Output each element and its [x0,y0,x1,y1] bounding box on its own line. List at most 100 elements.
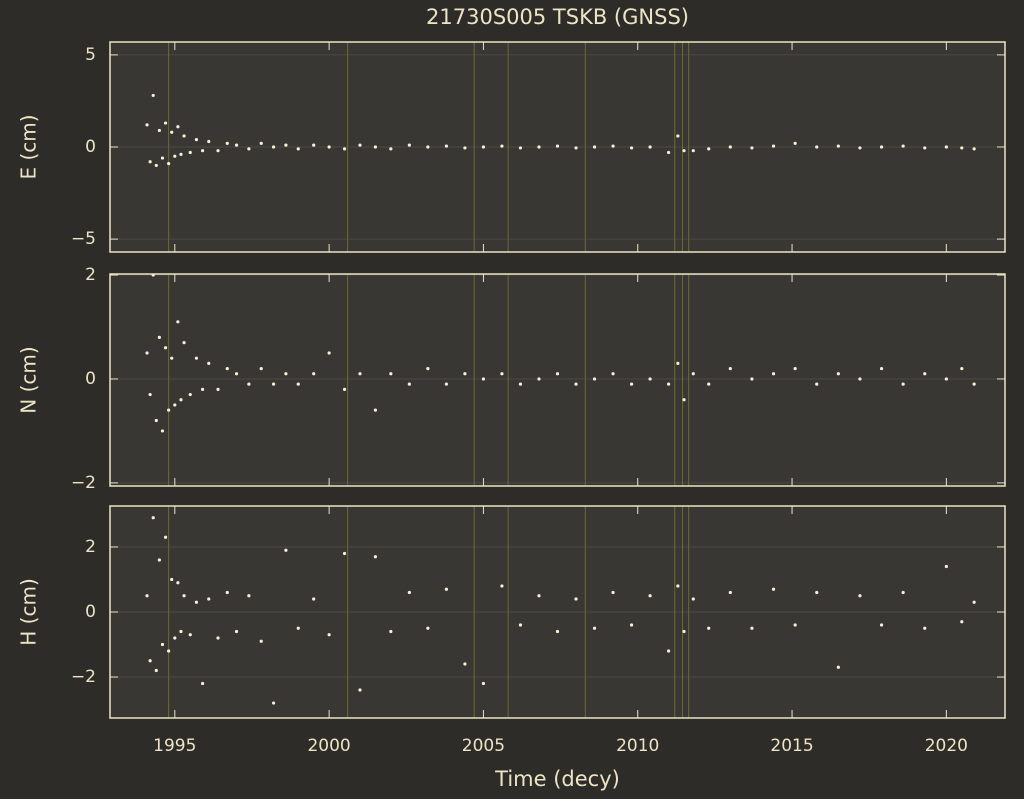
point [879,366,884,371]
point [358,372,362,376]
point [691,149,695,153]
point [707,382,711,386]
point [592,377,597,381]
point [342,551,347,556]
point [426,366,430,371]
point [667,150,671,155]
point [667,382,671,386]
point [148,392,152,397]
y-tick-label: 2 [85,265,96,285]
point [312,143,316,147]
point [194,356,199,360]
y-tick-label: −5 [71,229,96,249]
point [296,626,300,630]
point [611,144,615,148]
point [225,366,229,371]
y-tick-label: −2 [71,473,96,493]
point [194,138,199,142]
point [234,629,239,634]
point [216,387,220,391]
point [163,346,168,350]
point [327,351,331,355]
x-tick-label: 2015 [770,736,813,756]
x-tick-label: 2020 [925,736,968,756]
point [163,535,168,539]
frame [109,505,1006,719]
point [389,372,393,376]
point [518,382,523,386]
point [148,659,152,663]
point [176,320,180,324]
point [960,366,964,371]
point [676,134,680,138]
point [728,145,732,149]
point [312,372,316,376]
point [176,581,180,585]
chart-title: 21730S005 TSKB (GNSS) [426,5,689,29]
point [271,145,276,149]
point [173,154,177,158]
frame [109,41,1006,253]
point [500,584,504,588]
point [296,147,300,151]
point [691,372,695,376]
point [750,146,754,150]
y-tick-label: 5 [85,45,96,65]
point [157,335,161,339]
point [574,382,578,386]
y-tick-label: −2 [71,667,96,687]
point [407,143,411,147]
point [707,626,711,630]
point [145,594,149,598]
point [500,372,504,376]
point [259,639,263,643]
point [960,620,964,624]
x-axis-label: Time (decy) [494,767,620,791]
point [836,372,840,376]
point [154,418,158,423]
plot-area [110,274,1005,486]
point [481,145,486,149]
point [373,145,378,149]
point [481,377,486,381]
point [793,366,797,371]
point [188,392,192,397]
point [611,372,615,376]
y-tick-label: 0 [85,137,96,157]
point [151,93,155,98]
point [170,577,174,582]
point [463,662,467,666]
point [923,372,927,376]
point [682,398,686,402]
point [960,146,964,150]
point [200,387,205,391]
point [481,681,486,686]
point [901,144,905,148]
point [259,366,263,371]
point [247,382,251,386]
y-axis-label: E (cm) [17,114,41,179]
point [182,340,186,345]
point [182,134,186,138]
y-axis-label: H (cm) [17,578,41,645]
point [225,141,229,145]
point [879,623,884,627]
point [407,590,411,595]
point [728,366,732,371]
point [750,626,754,630]
point [160,429,165,433]
point [750,377,754,381]
point [157,128,161,133]
point [444,144,448,148]
point [667,649,671,653]
x-tick-label: 2005 [462,736,505,756]
point [592,626,597,630]
x-tick-label: 1995 [153,736,196,756]
point [537,377,541,381]
point [444,587,448,591]
point [555,372,560,376]
point [173,403,177,407]
point [691,597,695,601]
point [611,590,615,595]
point [176,125,180,129]
